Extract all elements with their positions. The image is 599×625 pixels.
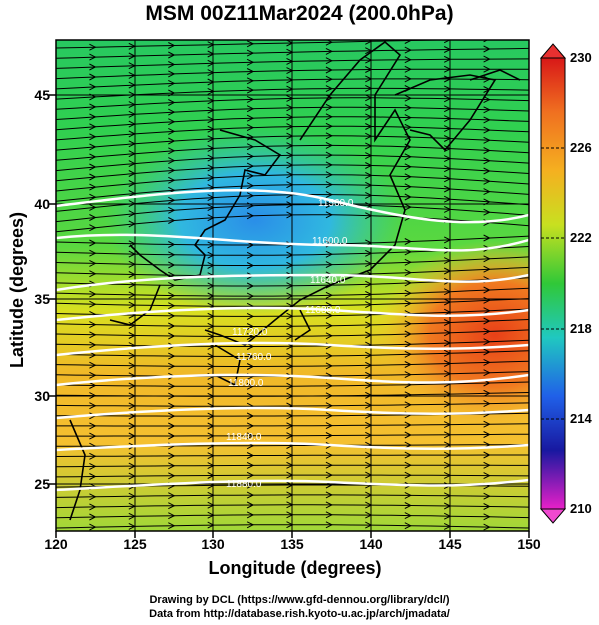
y-tick-label: 30 — [34, 388, 50, 404]
y-tick-label: 25 — [34, 476, 50, 492]
wind-streamline — [56, 154, 529, 172]
contour-label: 11880.0 — [226, 479, 262, 490]
wind-streamline — [56, 204, 529, 223]
colorbar-tick-label: 230 — [570, 50, 592, 65]
contour-label: 11680.0 — [305, 305, 341, 316]
wind-streamline — [56, 381, 529, 387]
contour-label: 11760.0 — [236, 352, 272, 363]
y-axis-label: Latitude (degrees) — [7, 211, 27, 369]
colorbar-scale — [540, 57, 566, 510]
wind-streamline — [56, 174, 529, 192]
y-tick-label: 40 — [34, 196, 50, 212]
x-tick-label: 145 — [438, 536, 462, 552]
y-tick-label: 45 — [34, 87, 50, 103]
wind-arrowhead — [443, 40, 451, 44]
wind-streamline — [56, 319, 529, 328]
wind-streamline — [56, 68, 529, 80]
wind-streamline — [56, 402, 529, 407]
wind-vectors — [56, 40, 529, 531]
wind-streamline — [56, 193, 529, 212]
wind-streamline — [56, 350, 529, 357]
wind-streamline — [56, 514, 529, 519]
x-tick-label: 140 — [359, 536, 383, 552]
wind-streamline — [56, 504, 529, 509]
wind-streamline — [56, 464, 529, 468]
contour-label: 11600.0 — [312, 236, 348, 247]
wind-arrowhead — [483, 40, 489, 43]
x-tick-label: 125 — [123, 536, 147, 552]
colorbar-tick-label: 218 — [570, 321, 592, 336]
colorbar-top-arrow — [539, 43, 567, 59]
contour-label: 11640.0 — [310, 275, 346, 286]
colorbar-tick-label: 222 — [570, 230, 592, 245]
wind-streamline — [56, 524, 529, 529]
colorbar-bottom-arrow — [539, 508, 567, 524]
wind-streamline — [56, 433, 529, 437]
colorbar-tick-label: 210 — [570, 501, 592, 516]
wind-streamline — [56, 494, 529, 498]
wind-streamline — [56, 256, 529, 266]
wind-streamline — [56, 339, 529, 347]
wind-streamline — [56, 360, 529, 367]
x-tick-label: 120 — [44, 536, 68, 552]
wind-streamline — [56, 184, 529, 202]
wind-streamline — [56, 214, 529, 233]
axis-ticks — [49, 94, 530, 538]
wind-streamline — [56, 116, 529, 131]
contours — [56, 188, 529, 492]
colorbar-tick-label: 226 — [570, 140, 592, 155]
credit-line-2: Data from http://database.rish.kyoto-u.a… — [149, 608, 450, 620]
colorbar-tick-label: 214 — [570, 411, 592, 426]
wind-streamline — [56, 454, 529, 457]
wind-streamline — [56, 164, 529, 182]
wind-streamline — [56, 97, 529, 110]
wind-streamline — [56, 329, 529, 337]
contour-label: 11720.0 — [232, 327, 268, 338]
wind-streamline — [56, 78, 529, 90]
contour-labels: 11560.0 11600.0 11640.0 11680.0 11720.0 … — [226, 198, 354, 490]
x-axis-label: Longitude (degrees) — [208, 558, 382, 578]
colorbar — [539, 43, 567, 524]
wind-streamline — [56, 40, 461, 49]
wind-streamline — [56, 87, 529, 100]
wind-streamline — [56, 135, 529, 151]
x-tick-label: 130 — [201, 536, 225, 552]
wind-streamline — [56, 392, 529, 397]
wind-streamline — [56, 423, 529, 427]
wind-streamline — [56, 308, 529, 317]
contour-label: 11840.0 — [226, 432, 262, 443]
wind-streamline — [56, 58, 529, 69]
wind-streamline — [56, 144, 529, 161]
wind-streamline — [56, 47, 529, 59]
contour-label: 11800.0 — [228, 378, 264, 389]
wind-streamline — [56, 474, 529, 478]
wind-streamline — [56, 106, 529, 120]
y-tick-label: 35 — [34, 291, 50, 307]
credit-line-1: Drawing by DCL (https://www.gfd-dennou.o… — [149, 594, 450, 606]
coastline — [69, 40, 521, 521]
x-tick-label: 135 — [280, 536, 304, 552]
chart-title: MSM 00Z11Mar2024 (200.0hPa) — [145, 2, 454, 25]
x-tick-label: 150 — [517, 536, 541, 552]
wind-streamline — [56, 287, 529, 297]
cold-anomaly — [105, 125, 405, 315]
map-plot-area — [56, 40, 529, 531]
wind-streamline — [56, 125, 529, 141]
contour-label: 11560.0 — [318, 198, 354, 209]
